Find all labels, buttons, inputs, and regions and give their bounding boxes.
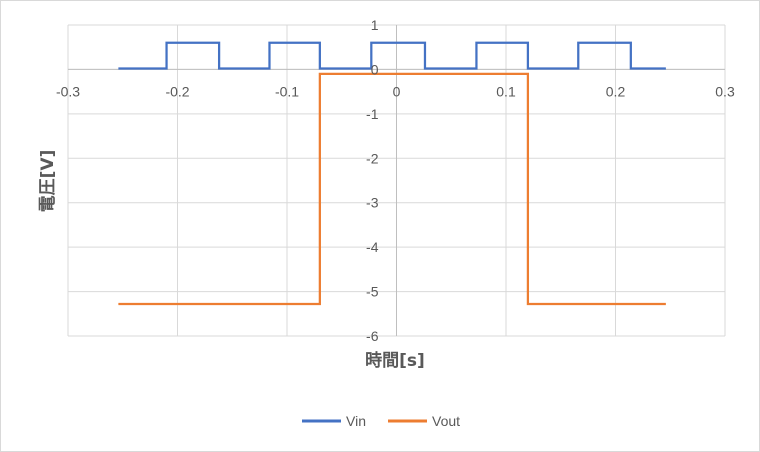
x-tick-label: 0.3 — [715, 83, 735, 99]
x-axis — [68, 25, 725, 336]
legend-label-vout: Vout — [432, 413, 460, 429]
y-tick-label: -1 — [366, 106, 379, 122]
y-axis-title: 電圧[V] — [38, 150, 58, 213]
y-tick-label: 1 — [371, 17, 379, 33]
legend: Vin Vout — [302, 413, 460, 429]
x-tick-label: 0.1 — [496, 83, 516, 99]
y-tick-label: -2 — [366, 150, 379, 166]
y-tick-label: 0 — [371, 61, 379, 77]
y-tick-label: -5 — [366, 284, 379, 300]
x-axis-ticks: -0.3 -0.2 -0.1 0 0.1 0.2 0.3 — [56, 83, 735, 99]
series-layer — [118, 41, 666, 306]
x-tick-label: -0.2 — [165, 83, 189, 99]
y-tick-label: -6 — [366, 328, 379, 344]
y-tick-label: -4 — [366, 239, 379, 255]
y-axis-ticks: 1 0 -1 -2 -3 -4 -5 -6 — [366, 17, 379, 344]
x-tick-label: 0.2 — [606, 83, 626, 99]
x-tick-label: 0 — [393, 83, 401, 99]
x-tick-label: -0.1 — [275, 83, 299, 99]
y-tick-label: -3 — [366, 195, 379, 211]
series-line-vout — [118, 72, 666, 306]
x-axis-title: 時間[s] — [365, 350, 425, 371]
legend-label-vin: Vin — [346, 413, 366, 429]
x-tick-label: -0.3 — [56, 83, 80, 99]
series-line-vin — [118, 41, 666, 70]
